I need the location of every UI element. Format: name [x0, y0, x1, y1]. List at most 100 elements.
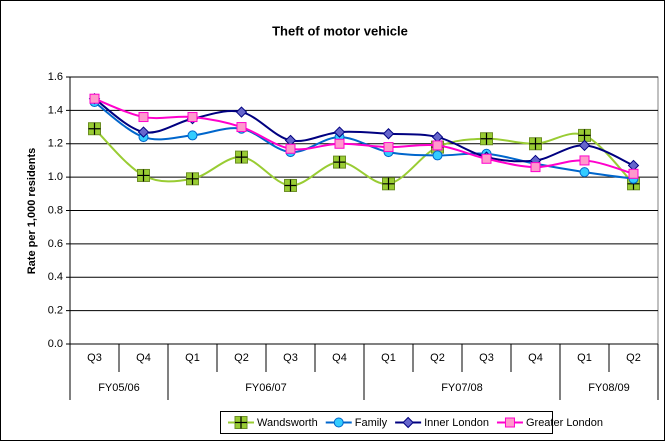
marker-shape — [402, 416, 414, 429]
marker — [530, 162, 541, 173]
x-tick-label: Q1 — [185, 352, 200, 364]
legend-label: Greater London — [526, 417, 603, 429]
marker-shape — [530, 162, 541, 173]
marker — [481, 153, 492, 164]
marker — [187, 112, 198, 123]
legend-label: Family — [355, 417, 388, 429]
marker-shape — [383, 142, 394, 153]
marker-shape — [432, 140, 443, 151]
marker — [284, 178, 297, 192]
marker — [137, 126, 150, 138]
marker — [628, 168, 639, 179]
series-line — [93, 128, 635, 187]
marker — [236, 122, 247, 133]
marker-shape — [333, 156, 346, 169]
legend-box — [220, 411, 553, 434]
y-tick-label: 0.2 — [48, 305, 63, 317]
x-group-label: FY08/09 — [588, 382, 630, 394]
x-group-label: FY05/06 — [98, 382, 140, 394]
marker-shape — [89, 93, 100, 104]
marker-shape — [187, 130, 198, 141]
marker — [382, 128, 395, 140]
marker-shape — [235, 151, 248, 164]
marker-shape — [578, 129, 591, 142]
marker — [382, 177, 395, 191]
marker — [234, 416, 248, 429]
marker-shape — [578, 139, 591, 152]
marker — [504, 417, 515, 428]
x-tick-label: Q2 — [234, 352, 249, 364]
x-tick-label: Q2 — [430, 352, 445, 364]
y-tick-label: 0.0 — [48, 338, 63, 350]
marker — [579, 167, 590, 178]
marker-shape — [137, 126, 150, 138]
marker — [333, 417, 344, 428]
marker — [529, 137, 542, 151]
marker — [578, 139, 591, 152]
marker — [334, 138, 345, 149]
marker — [138, 112, 149, 123]
marker — [186, 172, 199, 186]
marker — [480, 132, 493, 146]
marker-shape — [88, 122, 101, 135]
marker-shape — [333, 417, 344, 428]
y-tick-label: 1.2 — [48, 138, 63, 150]
legend-label: Inner London — [424, 417, 489, 429]
x-tick-label: Q4 — [136, 352, 151, 364]
marker-shape — [186, 172, 199, 185]
marker-shape — [138, 112, 149, 123]
x-group-label: FY07/08 — [441, 382, 483, 394]
legend: Wandsworth Family Inner London Greater Lond… — [220, 411, 603, 434]
marker-shape — [236, 122, 247, 133]
marker-shape — [235, 106, 248, 118]
marker — [333, 126, 346, 138]
y-tick-label: 1.0 — [48, 171, 63, 183]
marker-shape — [481, 153, 492, 164]
marker-shape — [235, 416, 247, 429]
marker-shape — [334, 138, 345, 149]
marker — [89, 93, 100, 104]
marker — [579, 155, 590, 166]
marker-shape — [333, 126, 346, 138]
marker-shape — [579, 167, 590, 178]
marker-shape — [382, 177, 395, 190]
legend-label: Wandsworth — [257, 417, 318, 429]
marker-shape — [579, 155, 590, 166]
marker — [432, 140, 443, 151]
x-tick-label: Q1 — [381, 352, 396, 364]
marker-shape — [504, 417, 515, 428]
x-tick-label: Q4 — [332, 352, 347, 364]
marker-shape — [137, 169, 150, 182]
marker — [235, 150, 248, 164]
marker — [235, 106, 248, 118]
marker — [333, 155, 346, 169]
marker-shape — [187, 112, 198, 123]
marker-shape — [480, 132, 493, 145]
marker — [578, 128, 591, 142]
marker — [137, 168, 150, 182]
x-group-label: FY06/07 — [245, 382, 287, 394]
x-tick-label: Q2 — [626, 352, 641, 364]
y-tick-label: 0.8 — [48, 204, 63, 216]
marker — [432, 150, 443, 161]
marker — [285, 143, 296, 154]
x-tick-label: Q3 — [87, 352, 102, 364]
x-tick-label: Q1 — [577, 352, 592, 364]
y-tick-label: 1.4 — [48, 104, 63, 116]
y-tick-label: 0.4 — [48, 271, 63, 283]
marker-shape — [628, 168, 639, 179]
marker — [88, 122, 101, 136]
y-tick-label: 1.6 — [48, 71, 63, 83]
marker-shape — [284, 179, 297, 192]
y-tick-label: 0.6 — [48, 238, 63, 250]
marker-shape — [382, 128, 395, 140]
marker — [187, 130, 198, 141]
marker — [402, 416, 414, 429]
marker-shape — [432, 150, 443, 161]
x-tick-label: Q3 — [283, 352, 298, 364]
y-axis-label: Rate per 1,000 residents — [26, 148, 38, 275]
chart-title: Theft of motor vehicle — [272, 23, 408, 38]
marker — [383, 142, 394, 153]
x-tick-label: Q3 — [479, 352, 494, 364]
